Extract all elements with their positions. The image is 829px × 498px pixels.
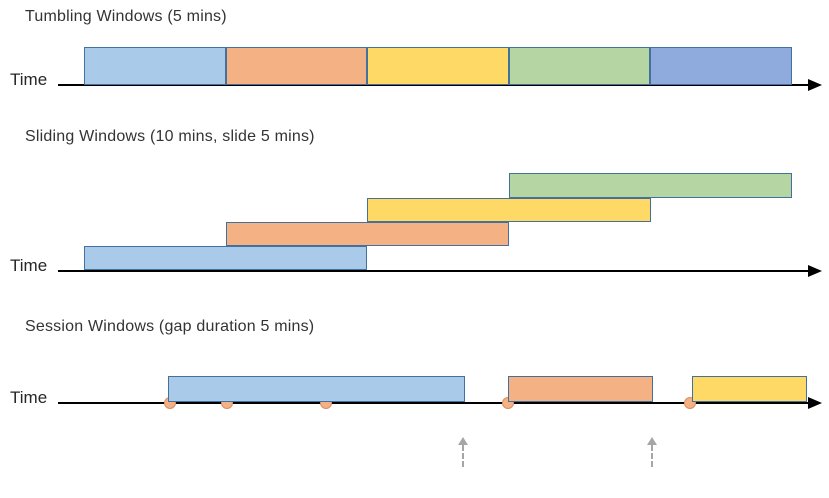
tumbling-section-title: Tumbling Windows (5 mins) [25, 8, 227, 25]
tumbling-window-box-w3 [367, 47, 509, 85]
session-close-arrow-icon [647, 437, 657, 445]
session-timeline [58, 402, 808, 404]
tumbling-window-box-w4 [509, 47, 650, 85]
session-timeline-arrow-icon [808, 397, 822, 409]
session-section-title: Session Windows (gap duration 5 mins) [25, 318, 315, 335]
tumbling-window-box-w2 [226, 47, 367, 85]
session-close-arrow-line [651, 445, 653, 467]
tumbling-window-box-w5 [650, 47, 792, 85]
sliding-time-axis-label: Time [10, 256, 48, 275]
sliding-timeline [58, 270, 808, 272]
tumbling-time-axis-label: Time [10, 70, 48, 89]
session-window-box-w3 [692, 376, 807, 402]
sliding-window-box-w2 [226, 222, 509, 246]
tumbling-window-box-w1 [84, 47, 226, 85]
tumbling-timeline [58, 84, 808, 86]
session-time-axis-label: Time [10, 388, 48, 407]
sliding-window-box-w4 [509, 173, 792, 198]
sliding-timeline-arrow-icon [808, 265, 822, 277]
sliding-window-box-w1 [84, 246, 367, 270]
session-close-arrow-line [462, 445, 464, 467]
sliding-window-box-w3 [367, 198, 651, 222]
session-window-box-w1 [168, 376, 465, 402]
session-window-box-w2 [508, 376, 653, 402]
session-close-arrow-icon [458, 437, 468, 445]
tumbling-timeline-arrow-icon [808, 79, 822, 91]
sliding-section-title: Sliding Windows (10 mins, slide 5 mins) [25, 128, 315, 145]
